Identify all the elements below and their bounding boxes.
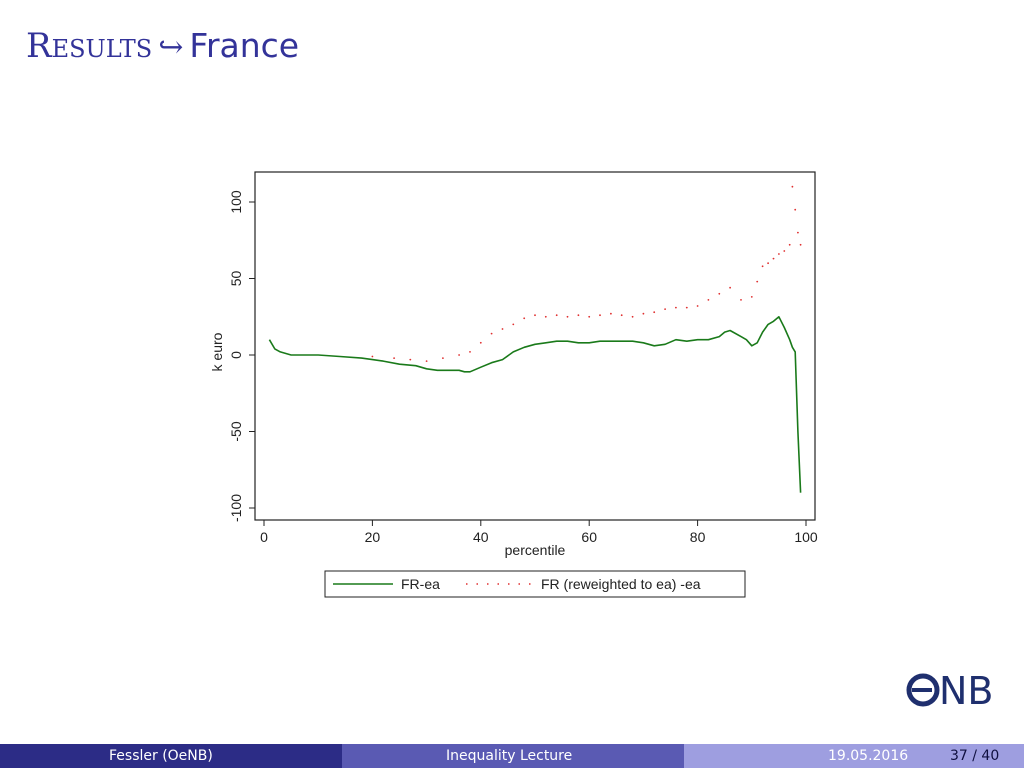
series-point-fr-reweighted bbox=[707, 299, 710, 301]
chart-legend: FR-ea FR (reweighted to ea) -ea bbox=[324, 570, 746, 598]
axis-ticks: 0 20 40 60 80 100 -100 -50 0 50 100 bbox=[228, 190, 818, 545]
slide-title-sub: France bbox=[189, 26, 300, 65]
logo-text: NB bbox=[939, 669, 994, 712]
legend-label-fr-ea: FR-ea bbox=[401, 576, 440, 592]
series-point-fr-reweighted bbox=[750, 296, 753, 298]
series-point-fr-reweighted bbox=[588, 315, 591, 318]
series-point-fr-reweighted bbox=[490, 332, 493, 335]
legend-box bbox=[324, 570, 746, 598]
footer-bar: Fessler (OeNB) Inequality Lecture 19.05.… bbox=[0, 744, 1024, 768]
series-point-fr-reweighted bbox=[685, 306, 688, 309]
series-point-fr-reweighted bbox=[778, 253, 780, 255]
series-point-fr-reweighted bbox=[512, 323, 515, 326]
series-point-fr-reweighted bbox=[729, 286, 731, 289]
series-point-fr-reweighted bbox=[442, 357, 444, 359]
series-point-fr-reweighted bbox=[555, 314, 558, 317]
series-point-fr-reweighted bbox=[718, 292, 721, 295]
slide-title: Results ↪ France bbox=[26, 24, 299, 70]
slide-title-main: Results bbox=[26, 26, 153, 66]
footer-date-page-cell: 19.05.2016 37 / 40 bbox=[684, 744, 1024, 768]
legend-label-fr-reweighted: FR (reweighted to ea) -ea bbox=[541, 576, 701, 592]
y-tick-label: 50 bbox=[228, 271, 244, 287]
series-point-fr-reweighted bbox=[791, 185, 794, 188]
x-tick-label: 80 bbox=[690, 529, 706, 545]
series-line-fr-ea bbox=[268, 316, 802, 493]
series-point-fr-reweighted bbox=[393, 357, 395, 359]
series-point-fr-reweighted bbox=[566, 315, 569, 318]
series-point-fr-reweighted bbox=[631, 315, 634, 318]
series-point-fr-reweighted bbox=[544, 315, 547, 318]
series-point-fr-reweighted bbox=[469, 351, 471, 353]
footer-title-cell: Inequality Lecture bbox=[342, 744, 684, 768]
series-point-fr-reweighted bbox=[523, 317, 526, 320]
series-point-fr-reweighted bbox=[772, 257, 775, 260]
plot-frame bbox=[254, 171, 816, 521]
series-point-fr-reweighted bbox=[675, 306, 677, 309]
series-point-fr-reweighted bbox=[653, 311, 656, 314]
y-tick-label: 100 bbox=[228, 190, 244, 214]
y-tick-label: 0 bbox=[228, 351, 244, 359]
series-point-fr-reweighted bbox=[534, 314, 536, 317]
footer-date: 19.05.2016 bbox=[828, 748, 909, 764]
oenb-euro-logo: NB bbox=[906, 669, 994, 712]
series-point-fr-reweighted bbox=[599, 314, 601, 317]
series-point-fr-reweighted bbox=[794, 208, 797, 211]
footer-author-cell: Fessler (OeNB) bbox=[0, 744, 342, 768]
y-axis-label: k euro bbox=[209, 332, 225, 371]
series-point-fr-reweighted bbox=[642, 312, 645, 315]
footer-talk-title: Inequality Lecture bbox=[446, 748, 573, 764]
series-point-fr-reweighted bbox=[797, 231, 799, 234]
x-tick-label: 100 bbox=[794, 529, 818, 545]
series-point-fr-reweighted bbox=[425, 360, 428, 362]
series-point-fr-reweighted bbox=[409, 358, 412, 361]
x-axis-label: percentile bbox=[505, 542, 566, 558]
series-point-fr-reweighted bbox=[610, 312, 612, 315]
y-tick-label: -100 bbox=[228, 494, 244, 522]
series-point-fr-reweighted bbox=[577, 314, 580, 317]
plot-border bbox=[254, 171, 816, 521]
series-point-fr-reweighted bbox=[767, 262, 769, 265]
series-point-fr-reweighted bbox=[740, 299, 742, 301]
series-point-fr-reweighted bbox=[761, 265, 764, 268]
chart-series bbox=[268, 185, 802, 493]
line-chart: 0 20 40 60 80 100 -100 -50 0 50 100 percentile k e… bbox=[209, 171, 818, 598]
series-point-fr-reweighted bbox=[783, 250, 786, 252]
series-point-fr-reweighted bbox=[371, 355, 374, 358]
footer-author: Fessler (OeNB) bbox=[109, 748, 213, 764]
x-tick-label: 20 bbox=[365, 529, 381, 545]
series-point-fr-reweighted bbox=[479, 341, 482, 344]
hook-arrow-icon: ↪ bbox=[158, 30, 184, 65]
footer-page-number: 37 / 40 bbox=[950, 748, 1000, 764]
series-point-fr-reweighted bbox=[458, 354, 460, 356]
y-tick-label: -50 bbox=[228, 421, 244, 441]
series-point-fr-reweighted bbox=[664, 308, 666, 310]
series-point-fr-reweighted bbox=[799, 243, 802, 246]
euro-o-icon bbox=[906, 673, 940, 707]
x-tick-label: 60 bbox=[581, 529, 597, 545]
series-point-fr-reweighted bbox=[501, 328, 504, 330]
x-tick-label: 0 bbox=[260, 529, 268, 545]
series-point-fr-reweighted bbox=[788, 243, 791, 246]
series-point-fr-reweighted bbox=[620, 314, 623, 317]
series-point-fr-reweighted bbox=[756, 280, 759, 283]
x-tick-label: 40 bbox=[473, 529, 489, 545]
series-point-fr-reweighted bbox=[696, 305, 699, 307]
